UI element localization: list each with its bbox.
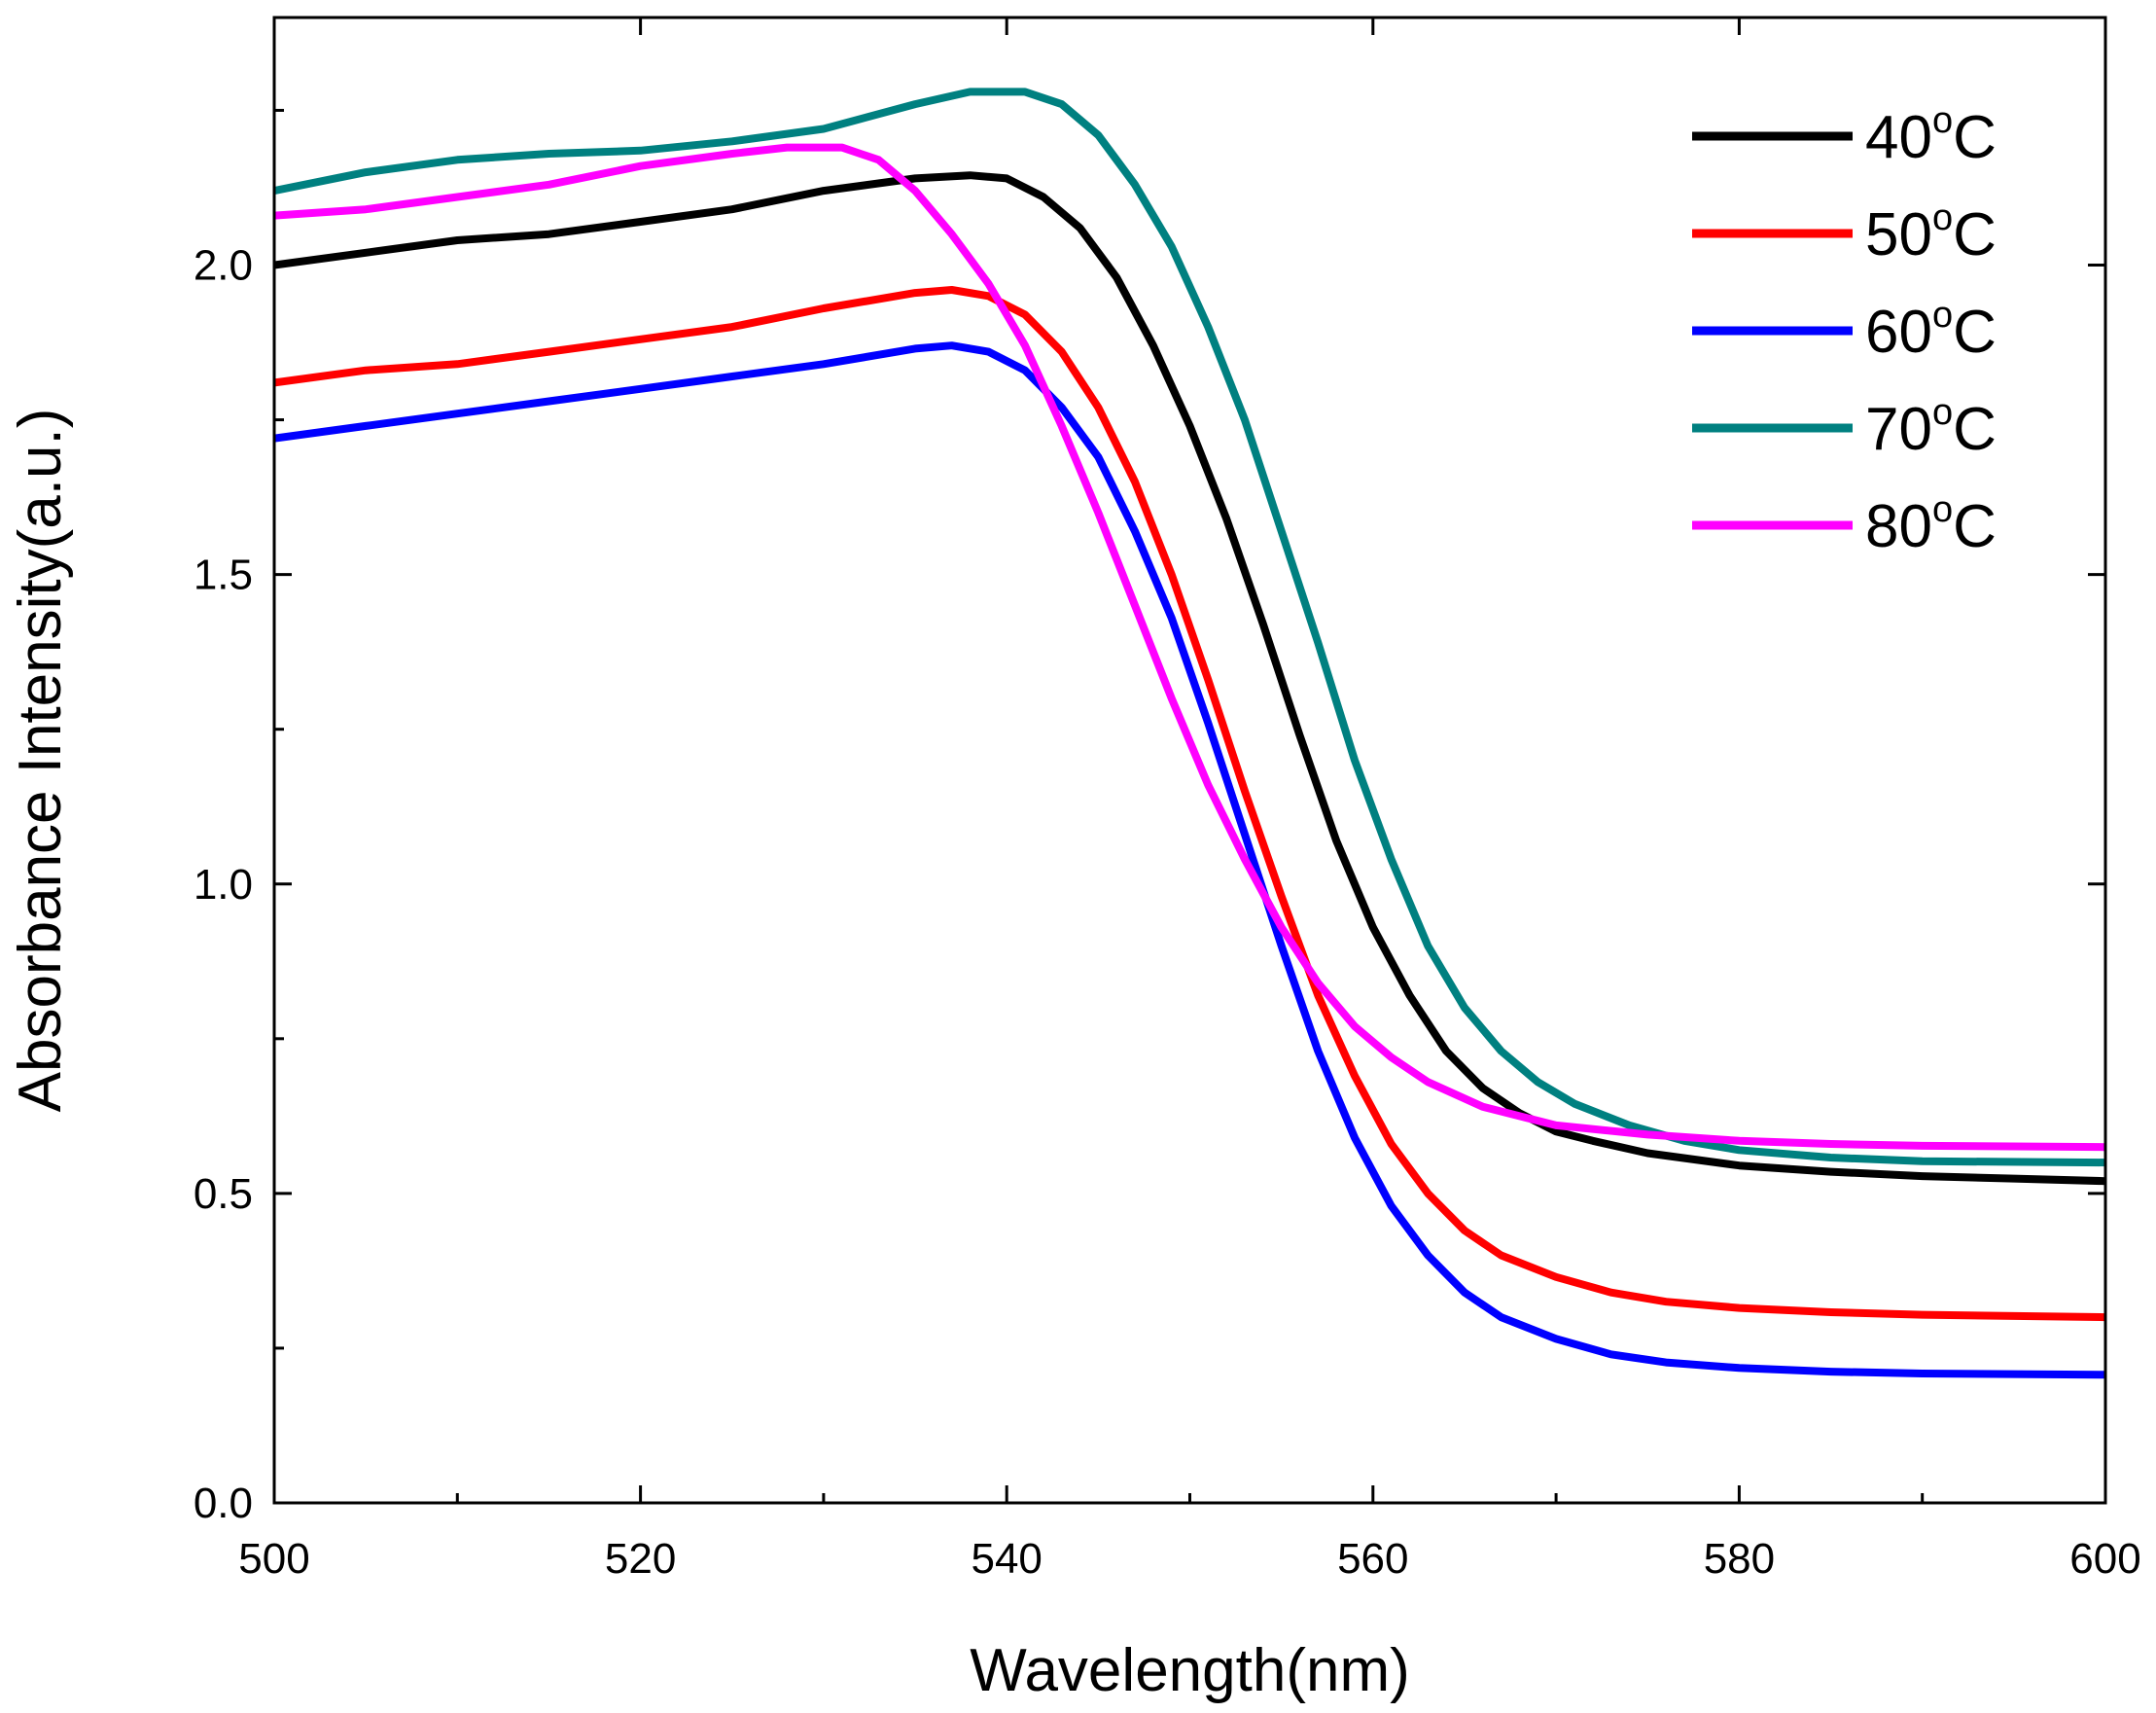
y-tick-label: 1.0 [194, 861, 253, 909]
legend-label-60C: 60oC [1865, 295, 1997, 366]
plot-frame [272, 16, 2107, 1505]
series-line-60C [274, 341, 2105, 1379]
legend: 40oC 50oC 60oC 70oC 80oC [1692, 100, 1997, 560]
x-tick-label: 580 [1704, 1535, 1775, 1583]
y-axis-label: Absorbance Intensity(a.u.) [7, 409, 74, 1113]
legend-label-80C: 80oC [1865, 489, 1997, 560]
y-axis: 0.0 0.5 1.0 1.5 2.0 [194, 108, 2105, 1527]
x-axis-label: Wavelength(nm) [970, 1637, 1410, 1704]
y-tick-label: 1.5 [194, 552, 253, 599]
x-tick-label: 500 [238, 1535, 309, 1583]
series-line-40C [274, 171, 2105, 1186]
y-tick-label: 0.5 [194, 1170, 253, 1218]
legend-label-50C: 50oC [1865, 197, 1997, 268]
y-tick-label: 2.0 [194, 242, 253, 290]
legend-label-40C: 40oC [1865, 100, 1997, 171]
y-tick-label: 0.0 [194, 1480, 253, 1527]
x-tick-label: 540 [971, 1535, 1042, 1583]
series-line-50C [274, 286, 2105, 1322]
series-line-80C [274, 143, 2105, 1152]
legend-label-70C: 70oC [1865, 392, 1997, 463]
x-tick-label: 520 [605, 1535, 676, 1583]
series-layer [274, 88, 2105, 1379]
series-line-70C [274, 88, 2105, 1167]
x-tick-label: 560 [1337, 1535, 1408, 1583]
x-tick-label: 600 [2069, 1535, 2140, 1583]
x-axis: 500 520 540 560 580 600 [238, 18, 2141, 1583]
